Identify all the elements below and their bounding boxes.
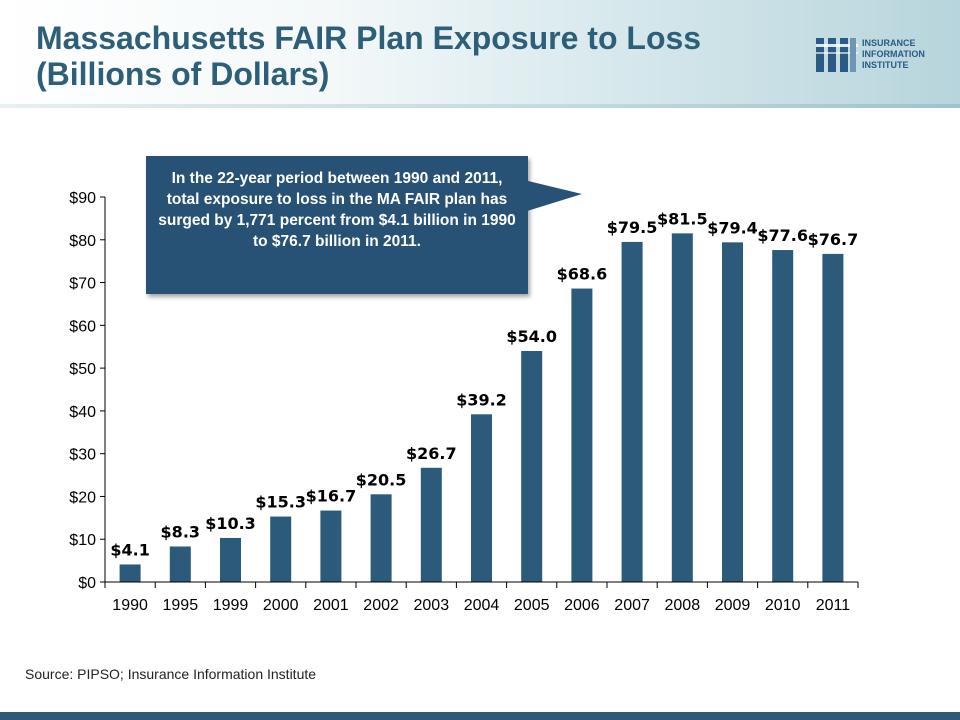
title-line-2: (Billions of Dollars) (36, 56, 330, 92)
x-tick-label: 1999 (213, 597, 249, 614)
y-tick-label: $90 (69, 190, 96, 207)
bar (471, 414, 492, 582)
x-tick-label: 2007 (614, 597, 650, 614)
logo-line-1: INSURANCE (862, 38, 916, 48)
data-label: $54.0 (506, 327, 557, 346)
y-tick-label: $70 (69, 276, 96, 293)
iii-logo-icon (816, 38, 858, 72)
x-tick-label: 2006 (564, 597, 600, 614)
bar (270, 516, 292, 582)
data-label: $68.6 (557, 265, 608, 284)
logo-wordmark: INSURANCE INFORMATION INSTITUTE (862, 38, 954, 71)
bar (320, 510, 342, 582)
callout-pointer (524, 180, 582, 212)
bar (671, 233, 693, 582)
bar (521, 351, 543, 582)
axes-group (100, 196, 859, 588)
data-label: $20.5 (356, 470, 407, 489)
x-tick-label: 2008 (665, 597, 701, 614)
x-tick-label: 2001 (313, 597, 349, 614)
bar (119, 564, 141, 582)
callout-text: In the 22-year period between 1990 and 2… (158, 170, 516, 250)
iii-logo: INSURANCE INFORMATION INSTITUTE (814, 34, 954, 74)
page-title: Massachusetts FAIR Plan Exposure to Loss… (36, 20, 796, 92)
x-tick-label: 2009 (715, 597, 751, 614)
data-label: $16.7 (306, 487, 357, 506)
data-label: $10.3 (205, 514, 256, 533)
data-label: $79.5 (607, 218, 658, 237)
x-tick-label: 2000 (263, 597, 299, 614)
data-label: $8.3 (161, 522, 200, 541)
header-divider (0, 104, 960, 108)
bar (621, 241, 643, 582)
title-line-1: Massachusetts FAIR Plan Exposure to Loss (36, 20, 702, 56)
callout-box: In the 22-year period between 1990 and 2… (146, 156, 528, 294)
bar (420, 467, 442, 582)
x-tick-label: 1995 (163, 597, 199, 614)
bar (822, 253, 844, 582)
bar (571, 288, 593, 582)
footer-bar (0, 712, 960, 720)
data-label: $79.4 (707, 218, 758, 237)
x-tick-label: 2010 (765, 597, 801, 614)
data-label: $39.2 (456, 390, 507, 409)
bar (169, 546, 191, 582)
source-note: Source: PIPSO; Insurance Information Ins… (25, 666, 317, 682)
x-tick-label: 2003 (414, 597, 450, 614)
data-label: $76.7 (808, 230, 859, 249)
data-label: $4.1 (110, 540, 149, 559)
bar (722, 242, 743, 582)
y-tick-label: $10 (69, 532, 96, 549)
x-tick-label: 2011 (816, 597, 851, 614)
y-tick-label: $50 (69, 361, 96, 378)
y-tick-label: $60 (69, 318, 96, 335)
x-tick-label: 2004 (464, 597, 500, 614)
bar (220, 537, 241, 582)
bars-group (119, 233, 844, 583)
y-tick-label: $30 (69, 447, 96, 464)
x-tick-label: 2002 (363, 597, 399, 614)
bar (370, 494, 392, 582)
data-label: $26.7 (406, 444, 457, 463)
y-tick-label: $40 (69, 404, 96, 421)
x-tick-label: 2005 (514, 597, 550, 614)
data-label: $15.3 (255, 493, 306, 512)
y-tick-label: $80 (69, 233, 96, 250)
labels-group: $0 $10 $20 $30 $40 $50 $60 $70 $80 $90 1990 $4.1 199… (69, 190, 858, 614)
data-label: $77.6 (757, 226, 808, 245)
bar (772, 250, 794, 583)
header-band (0, 0, 960, 108)
logo-line-2: INFORMATION (862, 49, 925, 59)
y-tick-label: $0 (78, 575, 96, 592)
data-label: $81.5 (657, 209, 708, 228)
x-tick-label: 1990 (112, 597, 148, 614)
logo-line-3: INSTITUTE (862, 60, 909, 70)
y-tick-label: $20 (69, 489, 96, 506)
